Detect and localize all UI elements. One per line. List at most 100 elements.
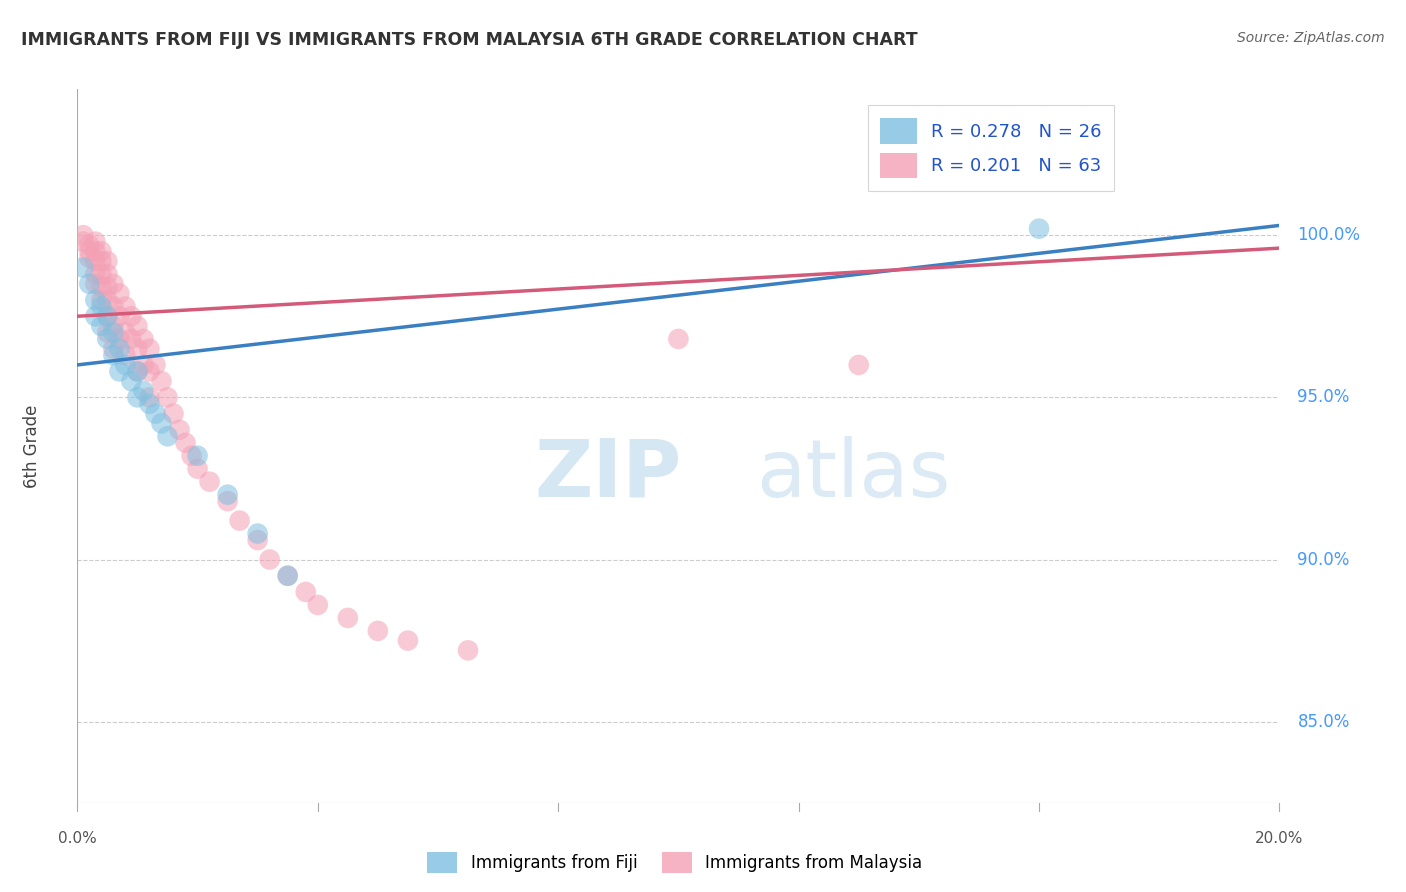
Point bbox=[138, 364, 160, 378]
Point bbox=[108, 286, 131, 301]
Text: 100.0%: 100.0% bbox=[1298, 227, 1361, 244]
Legend: R = 0.278   N = 26, R = 0.201   N = 63: R = 0.278 N = 26, R = 0.201 N = 63 bbox=[868, 105, 1114, 191]
Point bbox=[84, 310, 107, 324]
Point bbox=[150, 374, 173, 388]
Point bbox=[186, 461, 209, 475]
Text: 0.0%: 0.0% bbox=[58, 831, 97, 847]
Point bbox=[246, 533, 269, 547]
Text: ZIP: ZIP bbox=[534, 435, 682, 514]
Point bbox=[72, 260, 94, 275]
Point bbox=[396, 633, 419, 648]
Text: 6th Grade: 6th Grade bbox=[22, 404, 41, 488]
Point bbox=[132, 384, 155, 398]
Point bbox=[277, 568, 299, 582]
Point bbox=[127, 364, 149, 378]
Point bbox=[127, 364, 149, 378]
Point bbox=[72, 228, 94, 243]
Point bbox=[169, 423, 191, 437]
Point bbox=[150, 417, 173, 431]
Point bbox=[84, 235, 107, 249]
Point bbox=[79, 277, 101, 291]
Point bbox=[90, 244, 112, 259]
Point bbox=[96, 267, 118, 281]
Point bbox=[294, 585, 316, 599]
Point bbox=[90, 318, 112, 333]
Point bbox=[96, 254, 118, 268]
Point bbox=[96, 326, 118, 340]
Point bbox=[96, 293, 118, 307]
Point bbox=[96, 280, 118, 294]
Point bbox=[127, 390, 149, 404]
Point bbox=[103, 318, 125, 333]
Point bbox=[277, 568, 299, 582]
Text: atlas: atlas bbox=[756, 435, 950, 514]
Point bbox=[180, 449, 202, 463]
Point bbox=[138, 342, 160, 356]
Point bbox=[90, 280, 112, 294]
Point bbox=[145, 407, 167, 421]
Point bbox=[96, 310, 118, 324]
Point bbox=[114, 300, 136, 314]
Point bbox=[84, 254, 107, 268]
Point bbox=[217, 494, 239, 508]
Point bbox=[156, 429, 179, 443]
Point bbox=[103, 348, 125, 362]
Point bbox=[162, 407, 184, 421]
Point bbox=[307, 598, 329, 612]
Point bbox=[108, 342, 131, 356]
Point bbox=[120, 374, 142, 388]
Point bbox=[103, 277, 125, 291]
Point bbox=[120, 310, 142, 324]
Point bbox=[84, 244, 107, 259]
Point bbox=[174, 435, 197, 450]
Point bbox=[108, 364, 131, 378]
Point bbox=[103, 342, 125, 356]
Point bbox=[132, 358, 155, 372]
Point bbox=[108, 310, 131, 324]
Point bbox=[138, 397, 160, 411]
Point bbox=[84, 267, 107, 281]
Point bbox=[79, 244, 101, 259]
Legend: Immigrants from Fiji, Immigrants from Malaysia: Immigrants from Fiji, Immigrants from Ma… bbox=[420, 846, 929, 880]
Point bbox=[127, 342, 149, 356]
Point bbox=[138, 390, 160, 404]
Point bbox=[259, 552, 281, 566]
Point bbox=[668, 332, 690, 346]
Point bbox=[90, 254, 112, 268]
Point bbox=[79, 238, 101, 252]
Point bbox=[103, 326, 125, 340]
Point bbox=[84, 277, 107, 291]
Point bbox=[72, 235, 94, 249]
Point bbox=[1028, 221, 1050, 235]
Text: IMMIGRANTS FROM FIJI VS IMMIGRANTS FROM MALAYSIA 6TH GRADE CORRELATION CHART: IMMIGRANTS FROM FIJI VS IMMIGRANTS FROM … bbox=[21, 31, 918, 49]
Point bbox=[367, 624, 389, 638]
Point bbox=[848, 358, 870, 372]
Text: 85.0%: 85.0% bbox=[1298, 713, 1350, 731]
Point bbox=[120, 332, 142, 346]
Point bbox=[84, 293, 107, 307]
Point bbox=[198, 475, 221, 489]
Point bbox=[217, 488, 239, 502]
Text: 20.0%: 20.0% bbox=[1256, 831, 1303, 847]
Text: Source: ZipAtlas.com: Source: ZipAtlas.com bbox=[1237, 31, 1385, 45]
Point bbox=[90, 300, 112, 314]
Point bbox=[336, 611, 359, 625]
Point bbox=[246, 526, 269, 541]
Point bbox=[145, 358, 167, 372]
Point bbox=[114, 348, 136, 362]
Point bbox=[103, 300, 125, 314]
Text: 95.0%: 95.0% bbox=[1298, 388, 1350, 407]
Point bbox=[79, 251, 101, 265]
Text: 90.0%: 90.0% bbox=[1298, 550, 1350, 568]
Point bbox=[127, 318, 149, 333]
Point bbox=[90, 293, 112, 307]
Point bbox=[132, 332, 155, 346]
Point bbox=[114, 358, 136, 372]
Point bbox=[114, 326, 136, 340]
Point bbox=[228, 514, 250, 528]
Point bbox=[156, 390, 179, 404]
Point bbox=[457, 643, 479, 657]
Point bbox=[186, 449, 209, 463]
Point bbox=[96, 310, 118, 324]
Point bbox=[108, 332, 131, 346]
